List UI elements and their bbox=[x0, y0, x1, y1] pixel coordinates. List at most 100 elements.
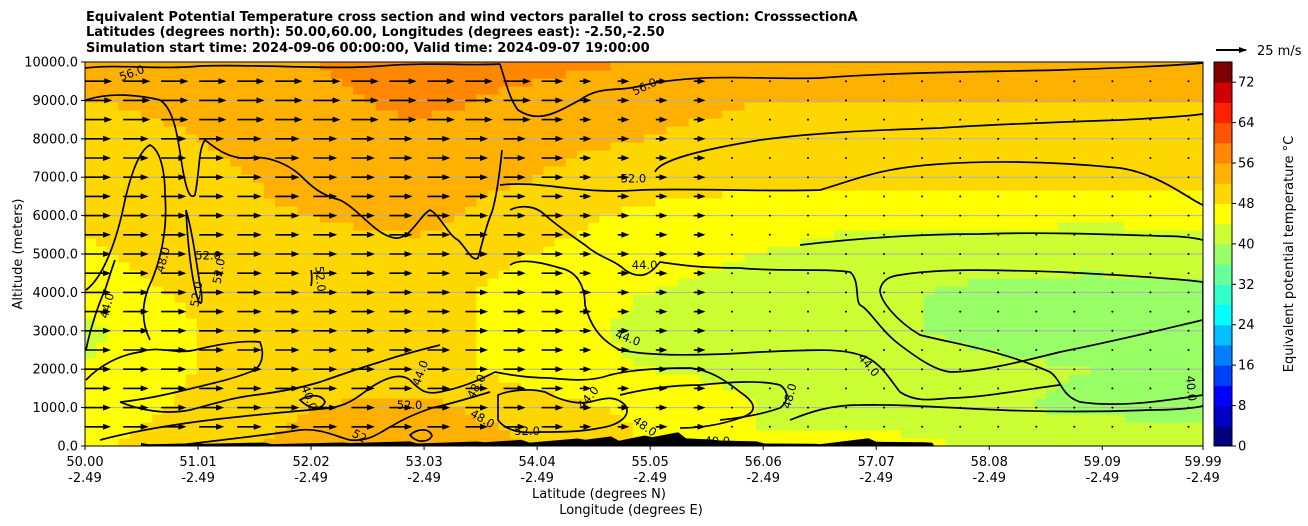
field-cell bbox=[565, 246, 578, 255]
field-cell bbox=[610, 294, 623, 303]
field-cell bbox=[152, 86, 164, 95]
field-cell bbox=[107, 70, 120, 79]
field-cell bbox=[979, 310, 992, 319]
field-cell bbox=[386, 246, 399, 255]
field-cell bbox=[755, 238, 768, 247]
field-cell bbox=[878, 182, 891, 191]
field-cell bbox=[632, 374, 645, 383]
field-cell bbox=[789, 78, 802, 87]
field-cell bbox=[1057, 398, 1070, 407]
field-cell bbox=[364, 78, 377, 87]
field-cell bbox=[308, 190, 321, 199]
field-cell bbox=[487, 390, 500, 399]
field-cell bbox=[431, 382, 444, 391]
field-cell bbox=[979, 214, 992, 223]
field-cell bbox=[957, 214, 969, 223]
field-cell bbox=[196, 78, 209, 87]
field-cell bbox=[308, 158, 321, 167]
field-cell bbox=[957, 238, 969, 247]
field-cell bbox=[655, 254, 667, 263]
field-cell bbox=[867, 374, 880, 383]
field-cell bbox=[1191, 182, 1203, 191]
field-cell bbox=[733, 206, 746, 215]
contour-line-40-loop-right bbox=[879, 269, 1203, 405]
field-cell bbox=[1001, 182, 1014, 191]
field-cell bbox=[990, 358, 1003, 367]
field-cell bbox=[1135, 278, 1148, 287]
field-cell bbox=[543, 198, 556, 207]
field-cell bbox=[1024, 182, 1036, 191]
field-cell bbox=[744, 238, 757, 247]
field-cell bbox=[979, 374, 992, 383]
field-cell bbox=[1001, 78, 1014, 87]
field-cell bbox=[140, 110, 153, 119]
field-cell bbox=[834, 310, 846, 319]
field-cell bbox=[342, 174, 354, 183]
field-cell bbox=[431, 366, 444, 375]
field-cell bbox=[990, 350, 1003, 359]
field-cell bbox=[778, 78, 790, 87]
field-cell bbox=[409, 366, 421, 375]
wind-vector-head bbox=[583, 423, 592, 430]
field-cell bbox=[453, 182, 466, 191]
field-cell bbox=[711, 182, 723, 191]
field-cell bbox=[129, 398, 142, 407]
field-cell bbox=[453, 118, 466, 127]
field-cell bbox=[140, 430, 153, 439]
field-cell bbox=[1169, 206, 1182, 215]
field-cell bbox=[856, 342, 869, 351]
field-cell bbox=[1012, 206, 1025, 215]
field-cell bbox=[230, 358, 243, 367]
field-cell bbox=[230, 414, 243, 423]
field-cell bbox=[487, 214, 500, 223]
field-cell bbox=[207, 158, 220, 167]
field-cell bbox=[509, 430, 522, 439]
field-cell bbox=[465, 262, 477, 271]
field-cell bbox=[465, 238, 477, 247]
field-cell bbox=[1180, 286, 1193, 295]
field-cell bbox=[140, 342, 153, 351]
field-cell bbox=[409, 406, 421, 415]
field-cell bbox=[800, 102, 813, 111]
field-cell bbox=[275, 174, 287, 183]
field-cell bbox=[621, 118, 634, 127]
field-cell bbox=[1024, 206, 1036, 215]
field-cell bbox=[409, 102, 421, 111]
field-cell bbox=[286, 294, 299, 303]
field-cell bbox=[554, 358, 567, 367]
field-cell bbox=[1158, 374, 1171, 383]
field-cell bbox=[1024, 126, 1036, 135]
field-cell bbox=[778, 406, 790, 415]
field-cell bbox=[297, 102, 310, 111]
field-cell bbox=[554, 190, 567, 199]
field-cell bbox=[1012, 390, 1025, 399]
field-cell bbox=[308, 102, 321, 111]
field-cell bbox=[342, 190, 354, 199]
contour-lines bbox=[85, 62, 1203, 446]
field-cell bbox=[878, 214, 891, 223]
field-cell bbox=[632, 214, 645, 223]
field-cell bbox=[252, 278, 265, 287]
field-cell bbox=[353, 294, 366, 303]
field-cell bbox=[319, 286, 332, 295]
field-cell bbox=[1012, 270, 1025, 279]
field-cell bbox=[901, 398, 913, 407]
field-cell bbox=[979, 190, 992, 199]
field-cell bbox=[845, 430, 858, 439]
field-cell bbox=[822, 222, 835, 231]
field-cell bbox=[152, 318, 164, 327]
field-cell bbox=[386, 430, 399, 439]
field-cell bbox=[632, 318, 645, 327]
field-cell bbox=[878, 358, 891, 367]
field-cell bbox=[789, 190, 802, 199]
field-cell bbox=[755, 190, 768, 199]
field-cell bbox=[957, 110, 969, 119]
field-cell bbox=[252, 182, 265, 191]
field-cell bbox=[330, 158, 343, 167]
field-cell bbox=[163, 318, 176, 327]
field-cell bbox=[789, 278, 802, 287]
field-cell bbox=[1135, 190, 1148, 199]
field-cell bbox=[1046, 358, 1059, 367]
field-cell bbox=[286, 94, 299, 103]
field-cell bbox=[1124, 318, 1137, 327]
